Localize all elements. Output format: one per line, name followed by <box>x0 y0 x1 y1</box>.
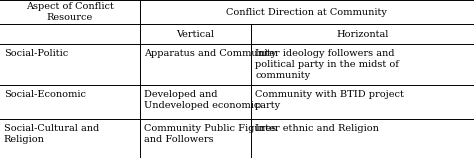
Text: Social-Politic: Social-Politic <box>4 49 68 58</box>
Text: Aspect of Conflict
Resource: Aspect of Conflict Resource <box>26 2 114 22</box>
Text: Vertical: Vertical <box>176 30 215 39</box>
Text: Developed and
Undeveloped economic: Developed and Undeveloped economic <box>144 90 259 110</box>
Text: Apparatus and Community: Apparatus and Community <box>144 49 276 58</box>
Text: Inter ideology followers and
political party in the midst of
community: Inter ideology followers and political p… <box>255 49 399 80</box>
Text: Community with BTID project
party: Community with BTID project party <box>255 90 404 110</box>
Text: Inter ethnic and Religion: Inter ethnic and Religion <box>255 124 379 133</box>
Text: Community Public Figures
and Followers: Community Public Figures and Followers <box>144 124 276 144</box>
Text: Social-Cultural and
Religion: Social-Cultural and Religion <box>4 124 99 144</box>
Text: Horizontal: Horizontal <box>337 30 389 39</box>
Text: Conflict Direction at Community: Conflict Direction at Community <box>227 8 387 17</box>
Text: Social-Economic: Social-Economic <box>4 90 86 99</box>
